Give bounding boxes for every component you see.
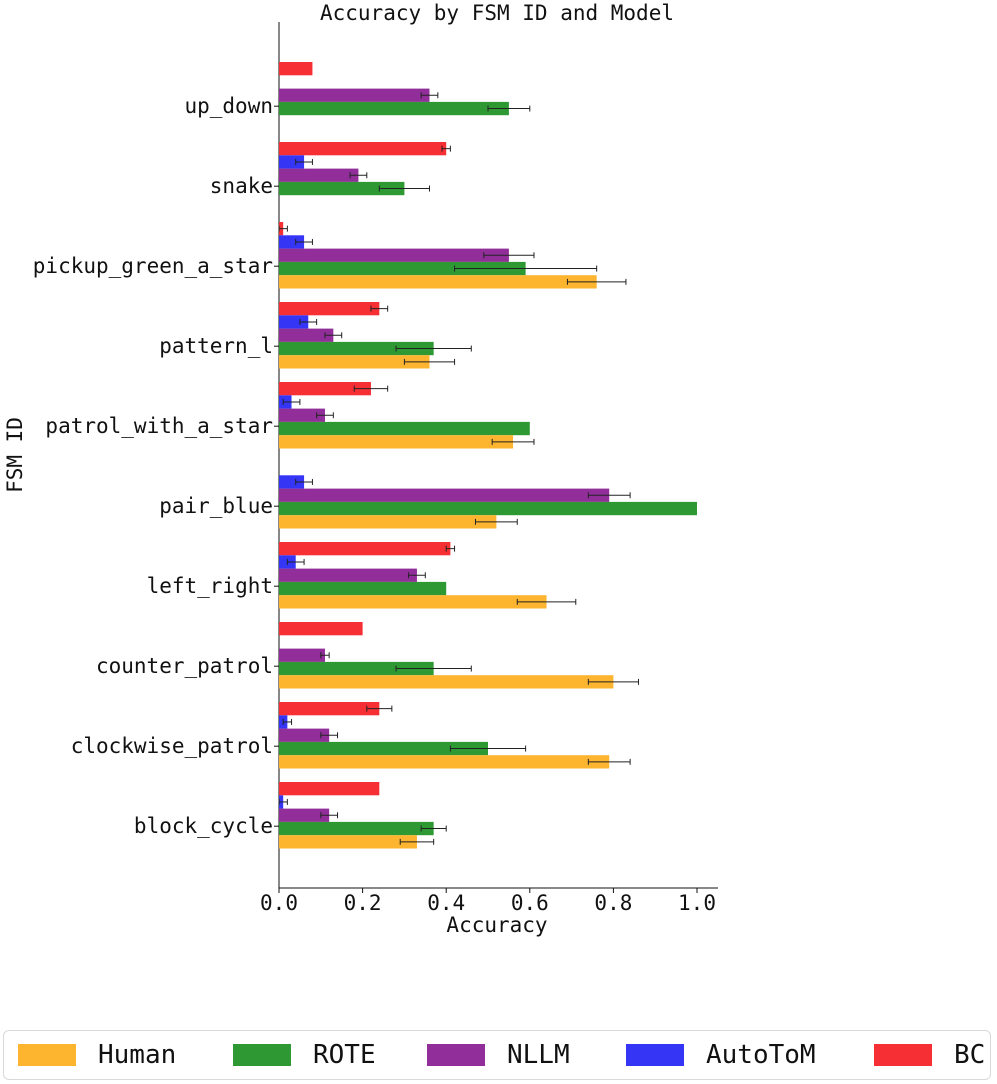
- y-axis-label: FSM ID: [3, 417, 27, 493]
- x-tick-label: 0.2: [344, 891, 382, 915]
- y-tick-label: block_cycle: [134, 814, 273, 838]
- legend-swatch: [18, 1044, 76, 1066]
- bar-rote: [279, 421, 530, 436]
- bar-rote: [279, 821, 434, 836]
- bar-autotom: [279, 315, 309, 329]
- bar-human: [279, 435, 514, 449]
- bar-human: [279, 515, 497, 529]
- y-tick-label: patrol_with_a_star: [45, 414, 273, 438]
- legend-swatch: [427, 1044, 485, 1066]
- bar-rote: [279, 581, 447, 596]
- bar-autotom: [279, 235, 305, 249]
- legend-item-rote: ROTE: [233, 1031, 376, 1079]
- bar-nllm: [279, 488, 610, 502]
- bar-nllm: [279, 328, 334, 342]
- y-tick-label: up_down: [184, 94, 273, 118]
- y-tick-label: left_right: [147, 574, 273, 598]
- legend-label: NLLM: [507, 1040, 570, 1070]
- y-tick-label: pair_blue: [159, 494, 273, 518]
- bar-rote: [279, 261, 526, 276]
- bar-rote: [279, 741, 488, 756]
- bar-bc: [279, 622, 363, 636]
- y-tick-label: clockwise_patrol: [71, 734, 273, 758]
- bar-nllm: [279, 408, 325, 422]
- bar-nllm: [279, 168, 359, 182]
- bar-chart: Accuracy by FSM ID and Model Accuracy FS…: [3, 1, 718, 937]
- bar-autotom: [279, 155, 305, 169]
- y-tick-label: counter_patrol: [96, 654, 273, 678]
- legend-label: Human: [98, 1040, 177, 1070]
- bar-autotom: [279, 475, 305, 489]
- legend-label: ROTE: [313, 1040, 376, 1070]
- bar-human: [279, 355, 430, 369]
- x-tick-label: 0.8: [594, 891, 632, 915]
- x-tick-label: 0.4: [427, 891, 465, 915]
- legend: Human ROTE NLLM AutoToM BC: [3, 1030, 991, 1080]
- legend-label: BC: [954, 1040, 986, 1070]
- bar-rote: [279, 661, 434, 676]
- legend-item-nllm: NLLM: [427, 1031, 570, 1079]
- bar-bc: [279, 142, 447, 156]
- bar-bc: [279, 62, 313, 76]
- x-tick-label: 1.0: [678, 891, 716, 915]
- bar-nllm: [279, 728, 330, 742]
- bar-human: [279, 835, 417, 849]
- legend-swatch: [626, 1044, 684, 1066]
- bar-bc: [279, 382, 371, 396]
- bar-nllm: [279, 248, 509, 262]
- bar-bc: [279, 702, 380, 716]
- bar-rote: [279, 181, 405, 196]
- x-tick-label: 0.0: [260, 891, 298, 915]
- bar-nllm: [279, 808, 330, 822]
- x-axis-label: Accuracy: [446, 913, 547, 937]
- y-tick-label: snake: [210, 174, 273, 198]
- x-tick-label: 0.6: [511, 891, 549, 915]
- bar-nllm: [279, 568, 417, 582]
- bar-nllm: [279, 648, 325, 662]
- chart-title: Accuracy by FSM ID and Model: [320, 1, 674, 25]
- legend-swatch: [874, 1044, 932, 1066]
- bar-rote: [279, 101, 509, 116]
- y-tick-label: pattern_l: [159, 334, 273, 358]
- bar-bc: [279, 302, 380, 316]
- y-tick-label: pickup_green_a_star: [33, 254, 273, 278]
- bar-rote: [279, 341, 434, 356]
- bar-bc: [279, 542, 451, 556]
- bar-human: [279, 595, 547, 609]
- bar-rote: [279, 501, 697, 516]
- legend-swatch: [233, 1044, 291, 1066]
- bar-human: [279, 755, 610, 769]
- bar-bc: [279, 782, 380, 796]
- legend-item-autotom: AutoToM: [626, 1031, 816, 1079]
- bar-human: [279, 275, 597, 289]
- legend-label: AutoToM: [706, 1040, 816, 1070]
- bar-nllm: [279, 88, 430, 102]
- bar-human: [279, 675, 614, 689]
- legend-item-bc: BC: [874, 1031, 985, 1079]
- legend-item-human: Human: [18, 1031, 176, 1079]
